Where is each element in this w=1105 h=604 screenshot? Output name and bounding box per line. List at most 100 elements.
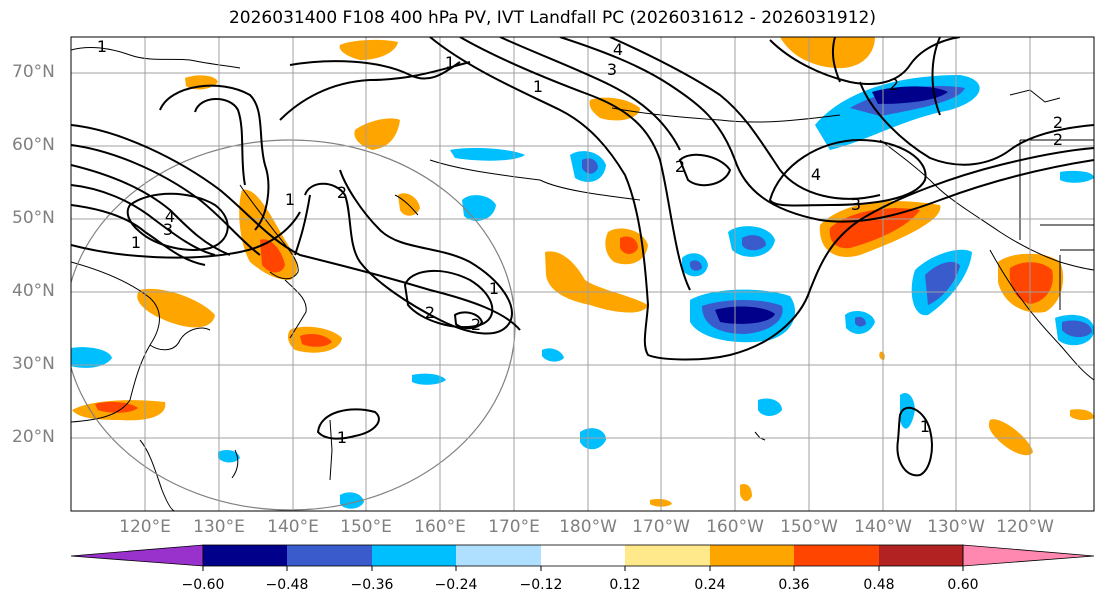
pv-contour	[609, 37, 881, 200]
negative-anomaly	[580, 428, 606, 450]
colorbar-swatch	[794, 545, 879, 566]
contour-label: 3	[851, 195, 861, 214]
contour-label: 4	[165, 207, 175, 226]
pv-contour	[316, 408, 380, 440]
contour-label: 2	[425, 303, 435, 322]
lon-label-130w: 130°W	[927, 517, 985, 537]
pv-contour	[499, 37, 681, 151]
positive-anomaly	[339, 39, 398, 60]
positive-anomaly	[988, 419, 1033, 456]
negative-anomaly	[542, 348, 564, 362]
lon-label-120w: 120°W	[996, 517, 1054, 537]
positive-anomaly	[1009, 262, 1053, 304]
positive-anomaly	[354, 118, 400, 150]
colorbar-swatch	[879, 545, 963, 566]
negative-anomaly	[690, 260, 702, 271]
colorbar-tick-label: 0.36	[778, 577, 810, 593]
lat-label-20n: 20°N	[12, 427, 55, 447]
negative-anomaly	[742, 235, 766, 251]
colorbar-swatch	[287, 545, 372, 566]
pv-contour	[559, 37, 1094, 223]
positive-anomaly	[780, 37, 875, 69]
lon-label-160e: 160°E	[414, 517, 466, 537]
colorbar-tick-label: −0.24	[434, 577, 478, 593]
contour-label: 1	[489, 279, 499, 298]
negative-anomaly	[855, 316, 866, 327]
colorbar	[70, 544, 1095, 571]
lon-label-140w: 140°W	[854, 517, 912, 537]
contour-label: 2	[889, 75, 899, 94]
contour-label: 3	[607, 60, 617, 79]
positive-anomaly	[398, 193, 420, 216]
pv-contour	[279, 61, 471, 121]
pv-contour	[678, 153, 732, 187]
pv-contour	[159, 84, 270, 231]
pv-contour	[768, 138, 927, 207]
contour-label: 3	[163, 220, 173, 239]
lon-label-170e: 170°E	[488, 517, 540, 537]
pv-contour	[126, 192, 229, 251]
lon-label-150e: 150°E	[340, 517, 392, 537]
pv-contour	[304, 169, 513, 335]
colorbar-tick-label: 0.60	[947, 577, 979, 593]
colorbar-swatch	[541, 545, 625, 566]
negative-anomaly	[1062, 320, 1092, 338]
contour-label: 4	[613, 40, 623, 59]
pv-contours	[71, 37, 1094, 477]
negative-anomaly	[462, 195, 496, 221]
pv-contour	[931, 37, 941, 116]
pv-contour	[831, 37, 841, 83]
contour-label: 2	[1053, 130, 1063, 149]
coastlines	[71, 47, 1094, 511]
colorbar-tick-label: −0.36	[350, 577, 394, 593]
positive-anomaly	[620, 236, 638, 254]
negative-anomaly	[582, 158, 598, 174]
colorbar-tick-label: −0.48	[265, 577, 309, 593]
pv-contour	[294, 194, 311, 256]
positive-anomaly	[829, 208, 920, 249]
colorbar-extend-low	[70, 544, 204, 567]
contour-label: 2	[675, 157, 685, 176]
negative-anomaly	[715, 306, 775, 324]
contour-label: 1	[97, 37, 107, 56]
pv-contour	[769, 37, 961, 86]
lat-label-70n: 70°N	[12, 62, 55, 82]
colorbar-tick-label: −0.60	[181, 577, 225, 593]
colorbar-swatch	[372, 545, 456, 566]
colorbar-swatch	[710, 545, 794, 566]
pv-contour	[896, 406, 933, 477]
graticule	[71, 37, 1094, 511]
contour-label: 4	[811, 165, 821, 184]
pv-contour	[71, 164, 231, 256]
contour-label: 2	[1053, 113, 1063, 132]
positive-anomaly	[137, 288, 215, 328]
contour-label: 1	[131, 233, 141, 252]
colorbar-tick-label: 0.12	[609, 577, 641, 593]
colorbar-ticks	[202, 566, 964, 571]
negative-anomaly	[872, 86, 948, 104]
lat-label-50n: 50°N	[12, 208, 55, 228]
colorbar-swatch	[625, 545, 710, 566]
contour-label: 2	[337, 183, 347, 202]
lon-label-150w: 150°W	[780, 517, 838, 537]
negative-anomaly	[412, 373, 446, 385]
lon-label-180w: 180°W	[559, 517, 617, 537]
map-frame	[70, 36, 1095, 512]
negative-anomaly	[71, 347, 112, 368]
pv-contour	[71, 211, 301, 259]
colorbar-swatch	[203, 545, 287, 566]
positive-anomaly	[260, 239, 285, 273]
negative-anomaly	[218, 450, 240, 463]
contour-label: 2	[471, 315, 481, 334]
colorbar-tick-label: −0.12	[519, 577, 563, 593]
contour-label: 1	[285, 190, 295, 209]
lon-label-120e: 120°E	[119, 517, 171, 537]
pv-contour	[859, 81, 1094, 166]
lat-label-60n: 60°N	[12, 135, 55, 155]
lon-label-160w: 160°W	[706, 517, 764, 537]
negative-anomaly	[450, 147, 525, 161]
pv-contour	[289, 60, 461, 80]
positive-anomaly	[300, 334, 332, 347]
pv-contour	[71, 144, 261, 256]
colorbar-extend-high	[962, 544, 1095, 567]
